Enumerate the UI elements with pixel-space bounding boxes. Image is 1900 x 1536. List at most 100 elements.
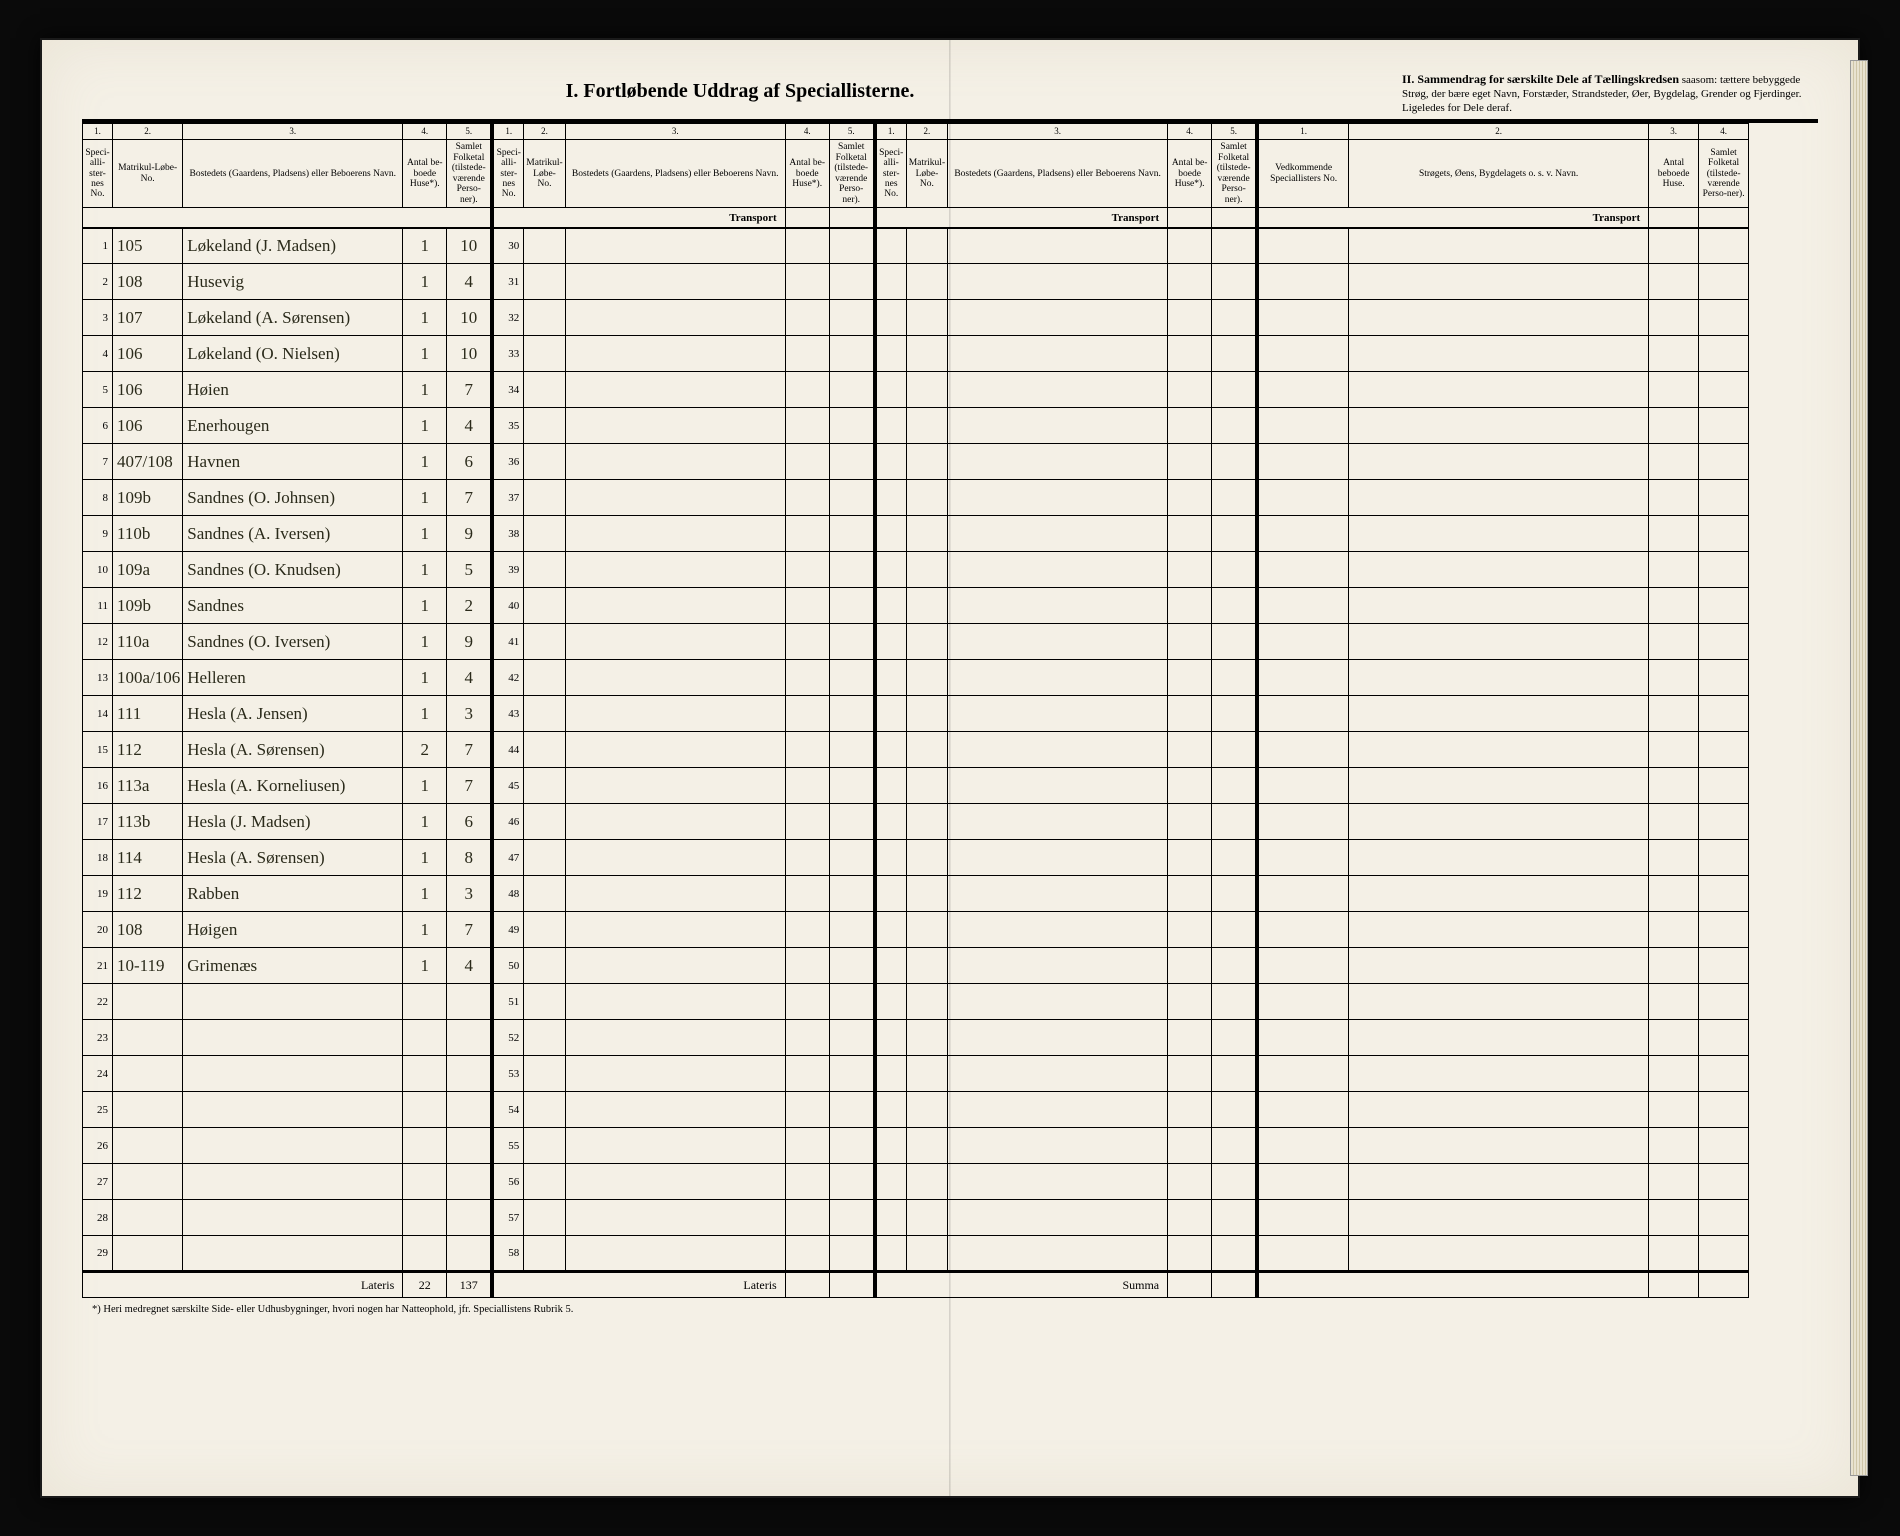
cell-folk [1212, 552, 1256, 588]
cell-folk [1699, 1236, 1749, 1272]
table-row: 10109aSandnes (O. Knudsen)15 [83, 552, 491, 588]
cell-folk [1699, 1128, 1749, 1164]
cell-name [565, 624, 785, 660]
cell-mat: 108 [113, 912, 183, 948]
hdr-label: Strøgets, Øens, Bygdelagets o. s. v. Nav… [1349, 140, 1649, 208]
cell-name: Sandnes [183, 588, 403, 624]
cell-huse: 1 [403, 624, 447, 660]
cell-name: Husevig [183, 264, 403, 300]
cell-strog [1349, 1236, 1649, 1272]
hdr-num: 3. [1649, 124, 1699, 140]
cell-huse [1649, 1092, 1699, 1128]
cell-mat [524, 372, 565, 408]
cell-no: 52 [494, 1020, 524, 1056]
transport-label: Transport [876, 208, 1167, 228]
cell-name [565, 480, 785, 516]
cell-folk [1212, 840, 1256, 876]
table-right-I: 1. 2. 3. 4. 5. Speci-alli-ster-nes No. M… [876, 123, 1256, 1298]
table-row: 52 [494, 1020, 873, 1056]
hdr-label: Bostedets (Gaardens, Pladsens) eller Beb… [183, 140, 403, 208]
cell-no: 12 [83, 624, 113, 660]
summa-empty [1168, 1272, 1212, 1298]
hdr-num: 5. [1212, 124, 1256, 140]
cell-mat: 114 [113, 840, 183, 876]
cell-no [876, 228, 906, 264]
cell-no [876, 444, 906, 480]
cell-no [876, 984, 906, 1020]
table-row [1259, 480, 1749, 516]
cell-no [876, 480, 906, 516]
cell-huse: 1 [403, 372, 447, 408]
cell-folk [829, 1128, 873, 1164]
cell-folk [447, 1020, 491, 1056]
table-row: 18114Hesla (A. Sørensen)18 [83, 840, 491, 876]
cell-folk: 7 [447, 732, 491, 768]
cell-mat [524, 1092, 565, 1128]
cell-mat [906, 1020, 947, 1056]
cell-huse [1649, 732, 1699, 768]
table-row: 28 [83, 1200, 491, 1236]
cell-folk [829, 516, 873, 552]
cell-mat: 109b [113, 588, 183, 624]
table-row: 55 [494, 1128, 873, 1164]
cell-mat [906, 948, 947, 984]
cell-no [876, 660, 906, 696]
cell-huse [1168, 1200, 1212, 1236]
hdr-num: 1. [494, 124, 524, 140]
cell-spec [1259, 1200, 1349, 1236]
table-right-I-body: Transport [876, 208, 1255, 1272]
cell-folk [829, 912, 873, 948]
cell-folk [447, 1200, 491, 1236]
hdr-label: Antal be-boede Huse*). [403, 140, 447, 208]
table-row [1259, 300, 1749, 336]
table-row [1259, 1092, 1749, 1128]
cell-name: Helleren [183, 660, 403, 696]
table-row [876, 912, 1255, 948]
cell-mat [524, 588, 565, 624]
table-row [1259, 624, 1749, 660]
cell-no: 5 [83, 372, 113, 408]
cell-folk [1212, 1128, 1256, 1164]
table-row: 46 [494, 804, 873, 840]
cell-huse [785, 732, 829, 768]
table-row: 22 [83, 984, 491, 1020]
hdr-label: Samlet Folketal (tilstede-værende Perso-… [447, 140, 491, 208]
cell-mat: 106 [113, 408, 183, 444]
table-row: 57 [494, 1200, 873, 1236]
cell-folk [1699, 228, 1749, 264]
table-row: 2110-119Grimenæs14 [83, 948, 491, 984]
table-row [876, 444, 1255, 480]
cell-huse: 1 [403, 480, 447, 516]
cell-folk [1699, 660, 1749, 696]
cell-mat [906, 372, 947, 408]
cell-folk [1699, 372, 1749, 408]
cell-huse [1649, 804, 1699, 840]
cell-mat: 10-119 [113, 948, 183, 984]
table-row: 43 [494, 696, 873, 732]
cell-folk [1699, 804, 1749, 840]
cell-mat: 110b [113, 516, 183, 552]
cell-name [948, 1128, 1168, 1164]
cell-huse: 1 [403, 408, 447, 444]
cell-huse [785, 1020, 829, 1056]
cell-name [948, 408, 1168, 444]
cell-spec [1259, 264, 1349, 300]
cell-mat [524, 768, 565, 804]
table-row: 47 [494, 840, 873, 876]
cell-name [948, 660, 1168, 696]
cell-folk: 10 [447, 228, 491, 264]
cell-spec [1259, 228, 1349, 264]
cell-huse [1168, 948, 1212, 984]
hdr-label: Speci-alli-ster-nes No. [494, 140, 524, 208]
lateris-row: Lateris [494, 1272, 873, 1298]
table-row [876, 732, 1255, 768]
cell-name: Hesla (A. Sørensen) [183, 840, 403, 876]
table-row: 3107Løkeland (A. Sørensen)110 [83, 300, 491, 336]
cell-huse: 1 [403, 696, 447, 732]
cell-no: 39 [494, 552, 524, 588]
hdr-num: 2. [113, 124, 183, 140]
cell-strog [1349, 660, 1649, 696]
cell-mat [906, 480, 947, 516]
hdr-num: 5. [447, 124, 491, 140]
cell-huse [1649, 1128, 1699, 1164]
